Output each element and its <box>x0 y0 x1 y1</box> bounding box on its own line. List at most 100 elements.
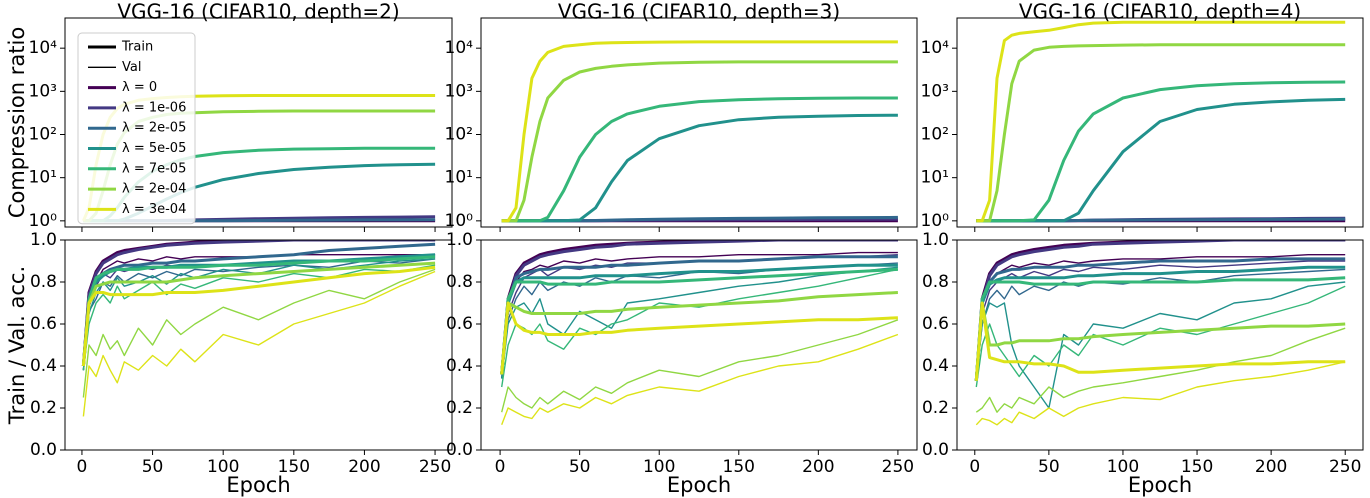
train-line <box>500 240 898 375</box>
x-tick-label: 150 <box>278 457 310 477</box>
plot-frame <box>64 17 453 228</box>
y-tick-label: 10⁴ <box>29 38 58 58</box>
val-line <box>501 268 899 388</box>
y-tick-label: 0.6 <box>922 314 949 334</box>
legend-label: λ = 7e-05 <box>122 161 186 176</box>
y-tick-label: 10² <box>921 125 949 145</box>
train-line <box>501 96 898 223</box>
y-axis-label: Compression ratio <box>5 27 29 218</box>
chart-title: VGG-16 (CIFAR10, depth=2) <box>117 0 399 24</box>
y-tick-label: 10⁰ <box>29 211 58 231</box>
x-tick-label: 0 <box>77 457 88 477</box>
legend-label: Train <box>121 40 153 55</box>
y-tick-label: 10³ <box>921 81 949 101</box>
train-line <box>974 265 1346 381</box>
y-tick-label: 0.4 <box>922 356 949 376</box>
x-axis-label: Epoch <box>226 473 290 497</box>
train-line <box>500 267 898 375</box>
x-axis-label: Epoch <box>1128 473 1192 497</box>
y-tick-label: 0.0 <box>446 440 473 460</box>
legend-label: λ = 0 <box>122 80 157 95</box>
y-tick-label: 1.0 <box>446 230 473 250</box>
plot-lines <box>81 240 436 417</box>
train-line <box>974 240 1346 381</box>
train-line <box>501 60 898 223</box>
x-tick-label: 250 <box>882 457 914 477</box>
x-tick-label: 200 <box>348 457 380 477</box>
x-tick-label: 150 <box>723 457 755 477</box>
x-tick-label: 100 <box>207 457 239 477</box>
y-tick-label: 10³ <box>445 81 473 101</box>
y-tick-label: 0.6 <box>446 314 473 334</box>
train-line <box>81 261 436 367</box>
x-tick-label: 50 <box>569 457 591 477</box>
val-line <box>501 266 898 379</box>
val-line <box>975 268 1346 381</box>
y-tick-label: 0.2 <box>30 398 57 418</box>
train-line <box>501 40 898 223</box>
x-tick-label: 50 <box>142 457 164 477</box>
plot-lines <box>500 240 899 426</box>
train-line <box>974 276 1346 381</box>
x-tick-label: 200 <box>1255 457 1287 477</box>
train-line <box>81 255 436 367</box>
y-tick-label: 0.4 <box>446 356 473 376</box>
y-tick-label: 10⁴ <box>445 38 474 58</box>
val-line <box>82 258 436 371</box>
val-line <box>975 327 1346 413</box>
y-tick-label: 1.0 <box>922 230 949 250</box>
x-tick-label: 150 <box>1181 457 1213 477</box>
x-tick-label: 250 <box>419 457 451 477</box>
plot-frame <box>956 17 1364 228</box>
plot-lines <box>976 20 1346 223</box>
train-line <box>976 80 1346 223</box>
y-tick-label: 0.8 <box>30 272 57 292</box>
y-tick-label: 10³ <box>29 81 57 101</box>
train-line <box>976 43 1346 223</box>
train-line <box>976 97 1346 223</box>
y-tick-label: 0.4 <box>30 356 57 376</box>
val-line <box>501 251 898 375</box>
train-line <box>974 301 1346 381</box>
val-line <box>82 268 436 398</box>
train-line <box>500 240 898 375</box>
x-tick-label: 0 <box>969 457 980 477</box>
chart-title: VGG-16 (CIFAR10, depth=4) <box>1019 0 1301 24</box>
y-tick-label: 0.6 <box>30 314 57 334</box>
val-line <box>501 333 899 426</box>
x-tick-label: 100 <box>643 457 675 477</box>
x-tick-label: 0 <box>495 457 506 477</box>
train-line <box>81 240 436 367</box>
y-tick-label: 0.8 <box>446 272 473 292</box>
val-line <box>975 361 1346 426</box>
legend-label: λ = 2e-04 <box>122 182 186 197</box>
y-axis-label: Train / Val. acc. <box>5 266 29 425</box>
legend-label: Val <box>122 60 141 75</box>
val-line <box>82 270 436 417</box>
plot-frame <box>480 239 918 451</box>
val-line <box>501 319 899 413</box>
train-line <box>500 255 898 375</box>
train-line <box>500 291 898 375</box>
legend-box <box>77 32 196 225</box>
y-tick-label: 10⁰ <box>921 211 950 231</box>
train-line <box>974 257 1346 381</box>
x-tick-label: 50 <box>1038 457 1060 477</box>
legend-label: λ = 1e-06 <box>122 100 186 115</box>
x-axis-label: Epoch <box>667 473 731 497</box>
train-line <box>976 20 1346 223</box>
train-line <box>500 301 898 375</box>
val-line <box>975 285 1346 388</box>
x-tick-label: 200 <box>802 457 834 477</box>
plot-frame <box>64 239 453 451</box>
x-tick-label: 250 <box>1329 457 1361 477</box>
y-tick-label: 10⁴ <box>921 38 950 58</box>
y-tick-label: 0.0 <box>922 440 949 460</box>
y-tick-label: 0.2 <box>446 398 473 418</box>
y-tick-label: 1.0 <box>30 230 57 250</box>
legend-label: λ = 3e-04 <box>122 202 186 217</box>
legend-label: λ = 2e-05 <box>122 121 186 136</box>
plot-lines <box>501 40 898 223</box>
y-tick-label: 10² <box>445 125 473 145</box>
